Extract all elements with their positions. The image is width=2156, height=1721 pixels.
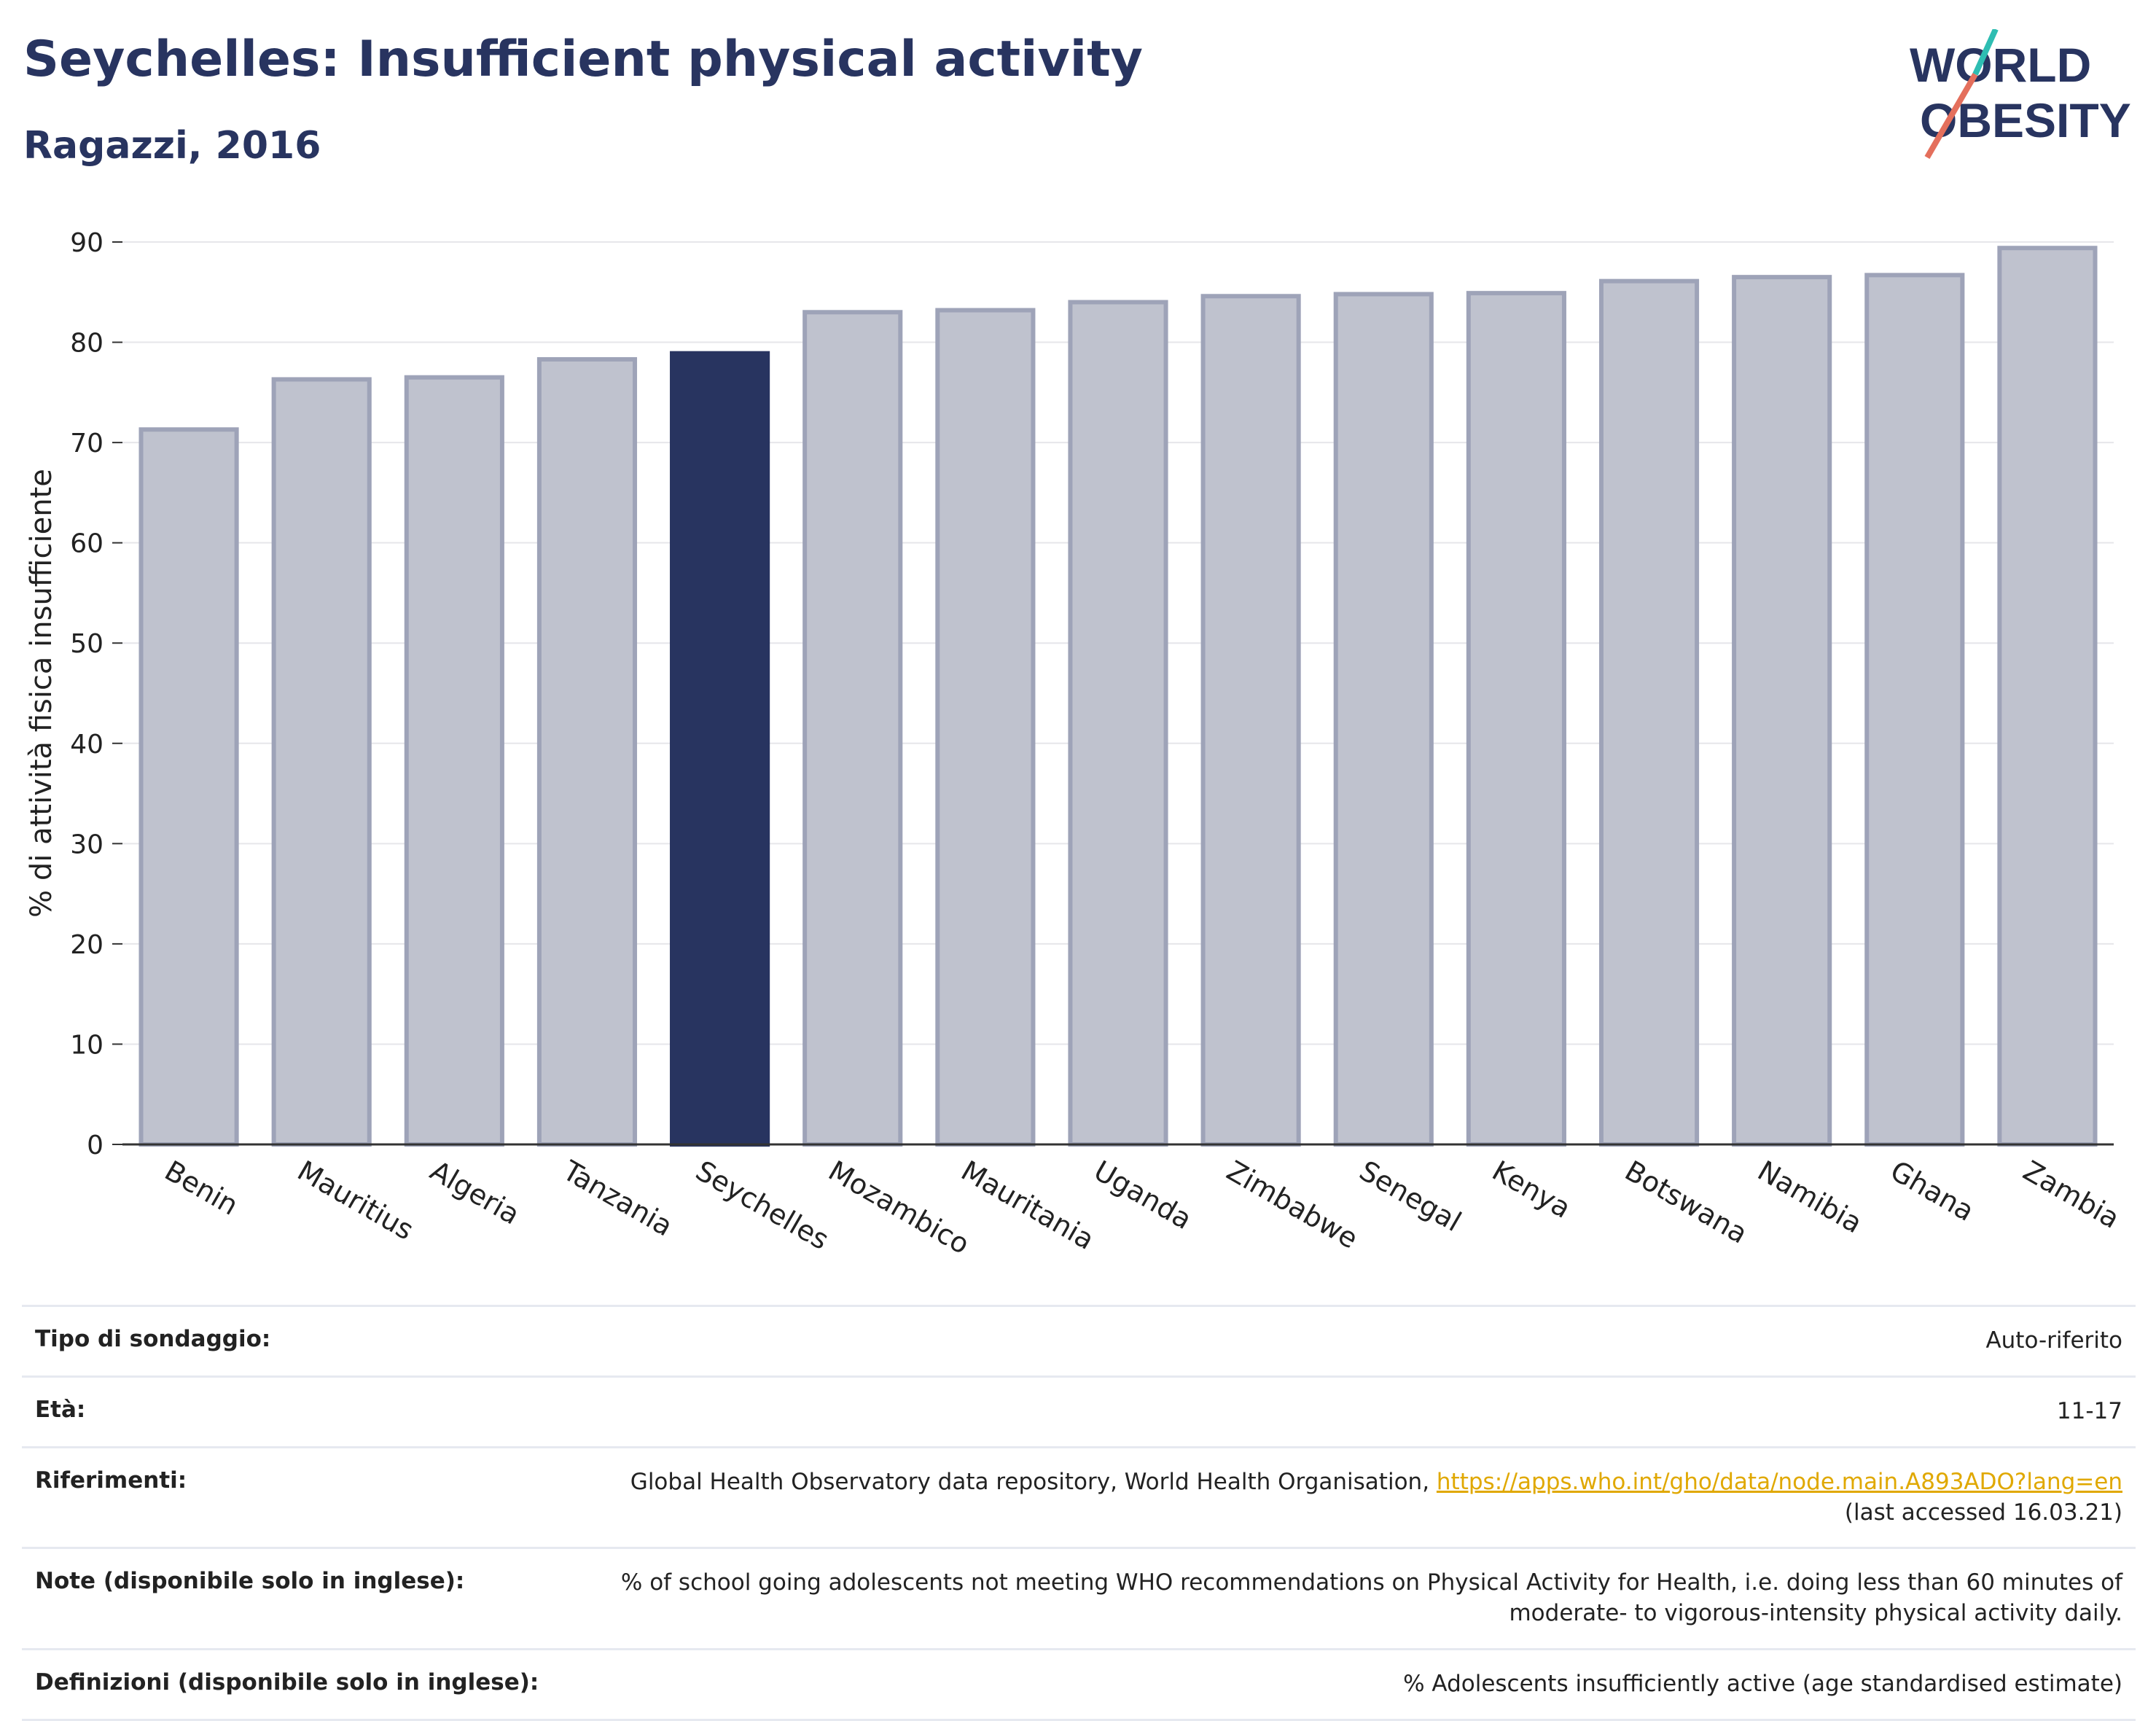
x-tick-label: Mozambico: [823, 1155, 975, 1261]
info-value: Auto-riferito: [1985, 1327, 2122, 1354]
world-obesity-logo: WORLD OBESITY: [1910, 29, 2131, 160]
y-tick-label: 30: [70, 830, 103, 859]
bar-benin: [138, 427, 239, 1147]
bar-seychelles: [670, 351, 770, 1147]
page-title: Seychelles: Insufficient physical activi…: [23, 31, 1143, 88]
bar-tanzania: [536, 356, 638, 1147]
info-label: Definizioni (disponibile solo in inglese…: [35, 1669, 539, 1696]
info-row-references: Riferimenti: Global Health Observatory d…: [22, 1445, 2136, 1548]
x-tick-label: Ghana: [1885, 1155, 1980, 1228]
logo-text-obesity: OBESITY: [1920, 93, 2131, 147]
x-tick-label: Kenya: [1487, 1155, 1577, 1225]
logo-teal-stroke: [1972, 29, 1999, 76]
info-row-survey-type: Tipo di sondaggio: Auto-riferito: [22, 1305, 2136, 1375]
y-tick-label: 0: [87, 1131, 103, 1160]
info-value: 11-17: [2056, 1397, 2122, 1424]
info-value: % of school going adolescents not meetin…: [620, 1569, 2122, 1627]
x-tick-label: Zimbabwe: [1222, 1155, 1364, 1255]
info-row-definitions: Definizioni (disponibile solo in inglese…: [22, 1648, 2136, 1721]
x-tick-label: Senegal: [1354, 1155, 1466, 1238]
info-label: Riferimenti:: [35, 1467, 187, 1494]
info-row-notes: Note (disponibile solo in inglese): % of…: [22, 1547, 2136, 1648]
bar-chart: 0 10 20 30 40 50 60 70 80 90 % di attività fisica …: [25, 228, 2125, 1261]
y-axis-label: % di attività fisica insufficiente: [25, 469, 58, 918]
x-tick-label: Mauritania: [956, 1155, 1099, 1256]
y-tick-label: 90: [70, 228, 103, 258]
bar-mauritius: [271, 377, 372, 1147]
x-tick-label: Uganda: [1089, 1155, 1198, 1236]
bar-zimbabwe: [1200, 294, 1301, 1147]
logo-text-world: WORLD: [1910, 38, 2091, 92]
y-tick-label: 80: [70, 329, 103, 359]
x-tick-label: Algeria: [425, 1155, 526, 1231]
bar-namibia: [1732, 275, 1832, 1147]
x-tick-label: Botswana: [1620, 1155, 1753, 1250]
x-tick-label: Seychelles: [690, 1155, 834, 1256]
y-tick-label: 70: [70, 429, 103, 458]
info-value: % Adolescents insufficiently active (age…: [1403, 1671, 2122, 1698]
bar-ghana: [1864, 273, 1965, 1147]
bar-mauritania: [935, 308, 1036, 1147]
bar-zambia: [1997, 246, 2098, 1147]
info-label: Età:: [35, 1396, 86, 1423]
y-tick-label: 20: [70, 930, 103, 960]
info-table: Tipo di sondaggio: Auto-riferito Età: 11…: [22, 1305, 2136, 1721]
x-tick-label: Benin: [160, 1155, 244, 1222]
bar-botswana: [1598, 278, 1700, 1147]
y-tick-label: 40: [70, 730, 103, 760]
y-tick-label: 50: [70, 629, 103, 659]
y-tick-label: 10: [70, 1030, 103, 1060]
x-tick-label: Mauritius: [292, 1155, 419, 1246]
info-row-age: Età: 11-17: [22, 1375, 2136, 1446]
reference-text: Global Health Observatory data repositor…: [630, 1468, 1430, 1495]
x-tick-label: Tanzania: [557, 1154, 678, 1242]
y-tick-label: 60: [70, 529, 103, 559]
reference-link[interactable]: https://apps.who.int/gho/data/node.main.…: [1436, 1468, 2122, 1495]
logo-red-stroke: [1924, 72, 1978, 160]
bar-algeria: [404, 375, 504, 1147]
info-label: Tipo di sondaggio:: [35, 1326, 271, 1352]
x-tick-label: Zambia: [2018, 1155, 2125, 1235]
bar-senegal: [1333, 292, 1434, 1147]
info-value: Global Health Observatory data repositor…: [630, 1467, 2122, 1529]
bar-kenya: [1466, 291, 1566, 1147]
x-tick-label: Namibia: [1752, 1155, 1867, 1240]
reference-accessed: (last accessed 16.03.21): [1844, 1499, 2122, 1526]
page-subtitle: Ragazzi, 2016: [23, 124, 321, 168]
bar-mozambico: [802, 310, 903, 1147]
bar-uganda: [1068, 300, 1168, 1147]
info-label: Note (disponibile solo in inglese):: [35, 1568, 465, 1595]
